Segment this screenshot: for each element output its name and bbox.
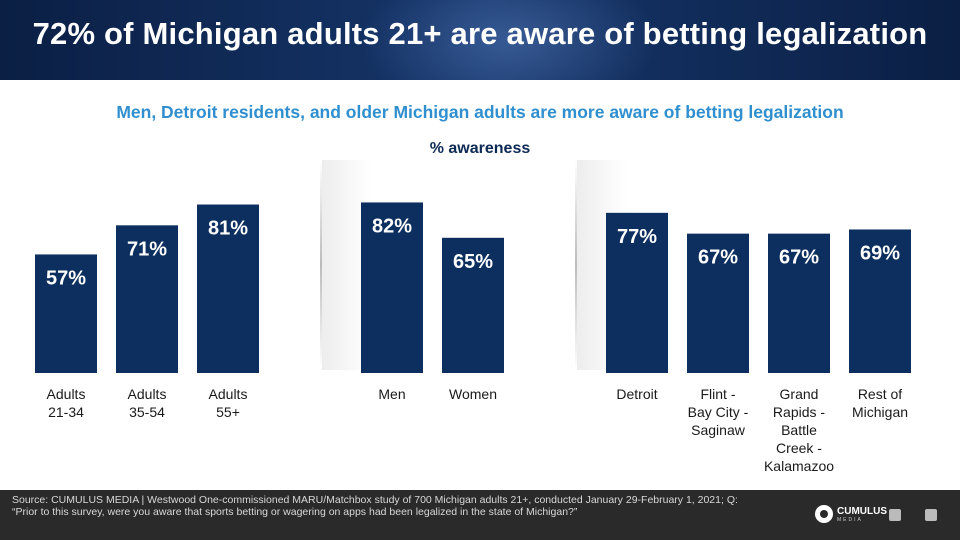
westwood-one-logo-icon: [925, 509, 937, 521]
category-label: Adults 21-34: [46, 386, 86, 420]
bar-value-label: 67%: [698, 247, 738, 269]
bar-value-label: 67%: [779, 247, 819, 269]
banner-glow: [360, 0, 660, 80]
bar-value-label: 71%: [127, 238, 167, 260]
footer: Source: CUMULUS MEDIA | Westwood One-com…: [0, 490, 960, 540]
group-divider-1: [320, 160, 322, 370]
source-note: Source: CUMULUS MEDIA | Westwood One-com…: [12, 494, 738, 518]
bar-adults-35-54: [116, 225, 178, 373]
category-label: Flint - Bay City - Saginaw: [687, 386, 749, 438]
cumulus-logo-text: CUMULUS: [837, 506, 887, 517]
bar-detroit: [606, 212, 668, 373]
bar-flint-bay-city-saginaw: [687, 233, 749, 373]
page-title: 72% of Michigan adults 21+ are aware of …: [32, 16, 928, 51]
bar-rest-of-michigan: [849, 229, 911, 373]
category-label: Men: [378, 386, 406, 402]
bar-value-label: 77%: [617, 226, 657, 248]
category-label: Adults 35-54: [127, 386, 167, 420]
bar-grand-rapids-battle-creek-kalamazoo: [768, 233, 830, 373]
title-banner: 72% of Michigan adults 21+ are aware of …: [0, 0, 960, 80]
category-label: Adults 55+: [208, 386, 248, 420]
bar-men: [361, 202, 423, 373]
bar-adults-55-: [197, 204, 259, 373]
bar-adults-21-34: [35, 254, 97, 373]
metric-label: % awareness: [429, 140, 531, 157]
category-label: Women: [449, 386, 497, 402]
bar-value-label: 82%: [372, 215, 412, 237]
bar-value-label: 57%: [46, 267, 86, 289]
chart-subtitle: Men, Detroit residents, and older Michig…: [116, 102, 844, 122]
bar-value-label: 65%: [453, 251, 493, 273]
category-label: Grand Rapids - Battle Creek - Kalamazoo: [763, 386, 835, 474]
bar-value-label: 81%: [208, 218, 248, 240]
bar-women: [442, 237, 504, 373]
bar-value-label: 69%: [860, 242, 900, 264]
category-label: Rest of Michigan: [851, 386, 909, 420]
category-label: Detroit: [616, 386, 658, 402]
cumulus-logo-subtext: MEDIA: [837, 517, 863, 523]
group-divider-2: [575, 160, 577, 370]
partner-logo-icon: [889, 509, 901, 521]
cumulus-logo-icon: [815, 505, 833, 523]
